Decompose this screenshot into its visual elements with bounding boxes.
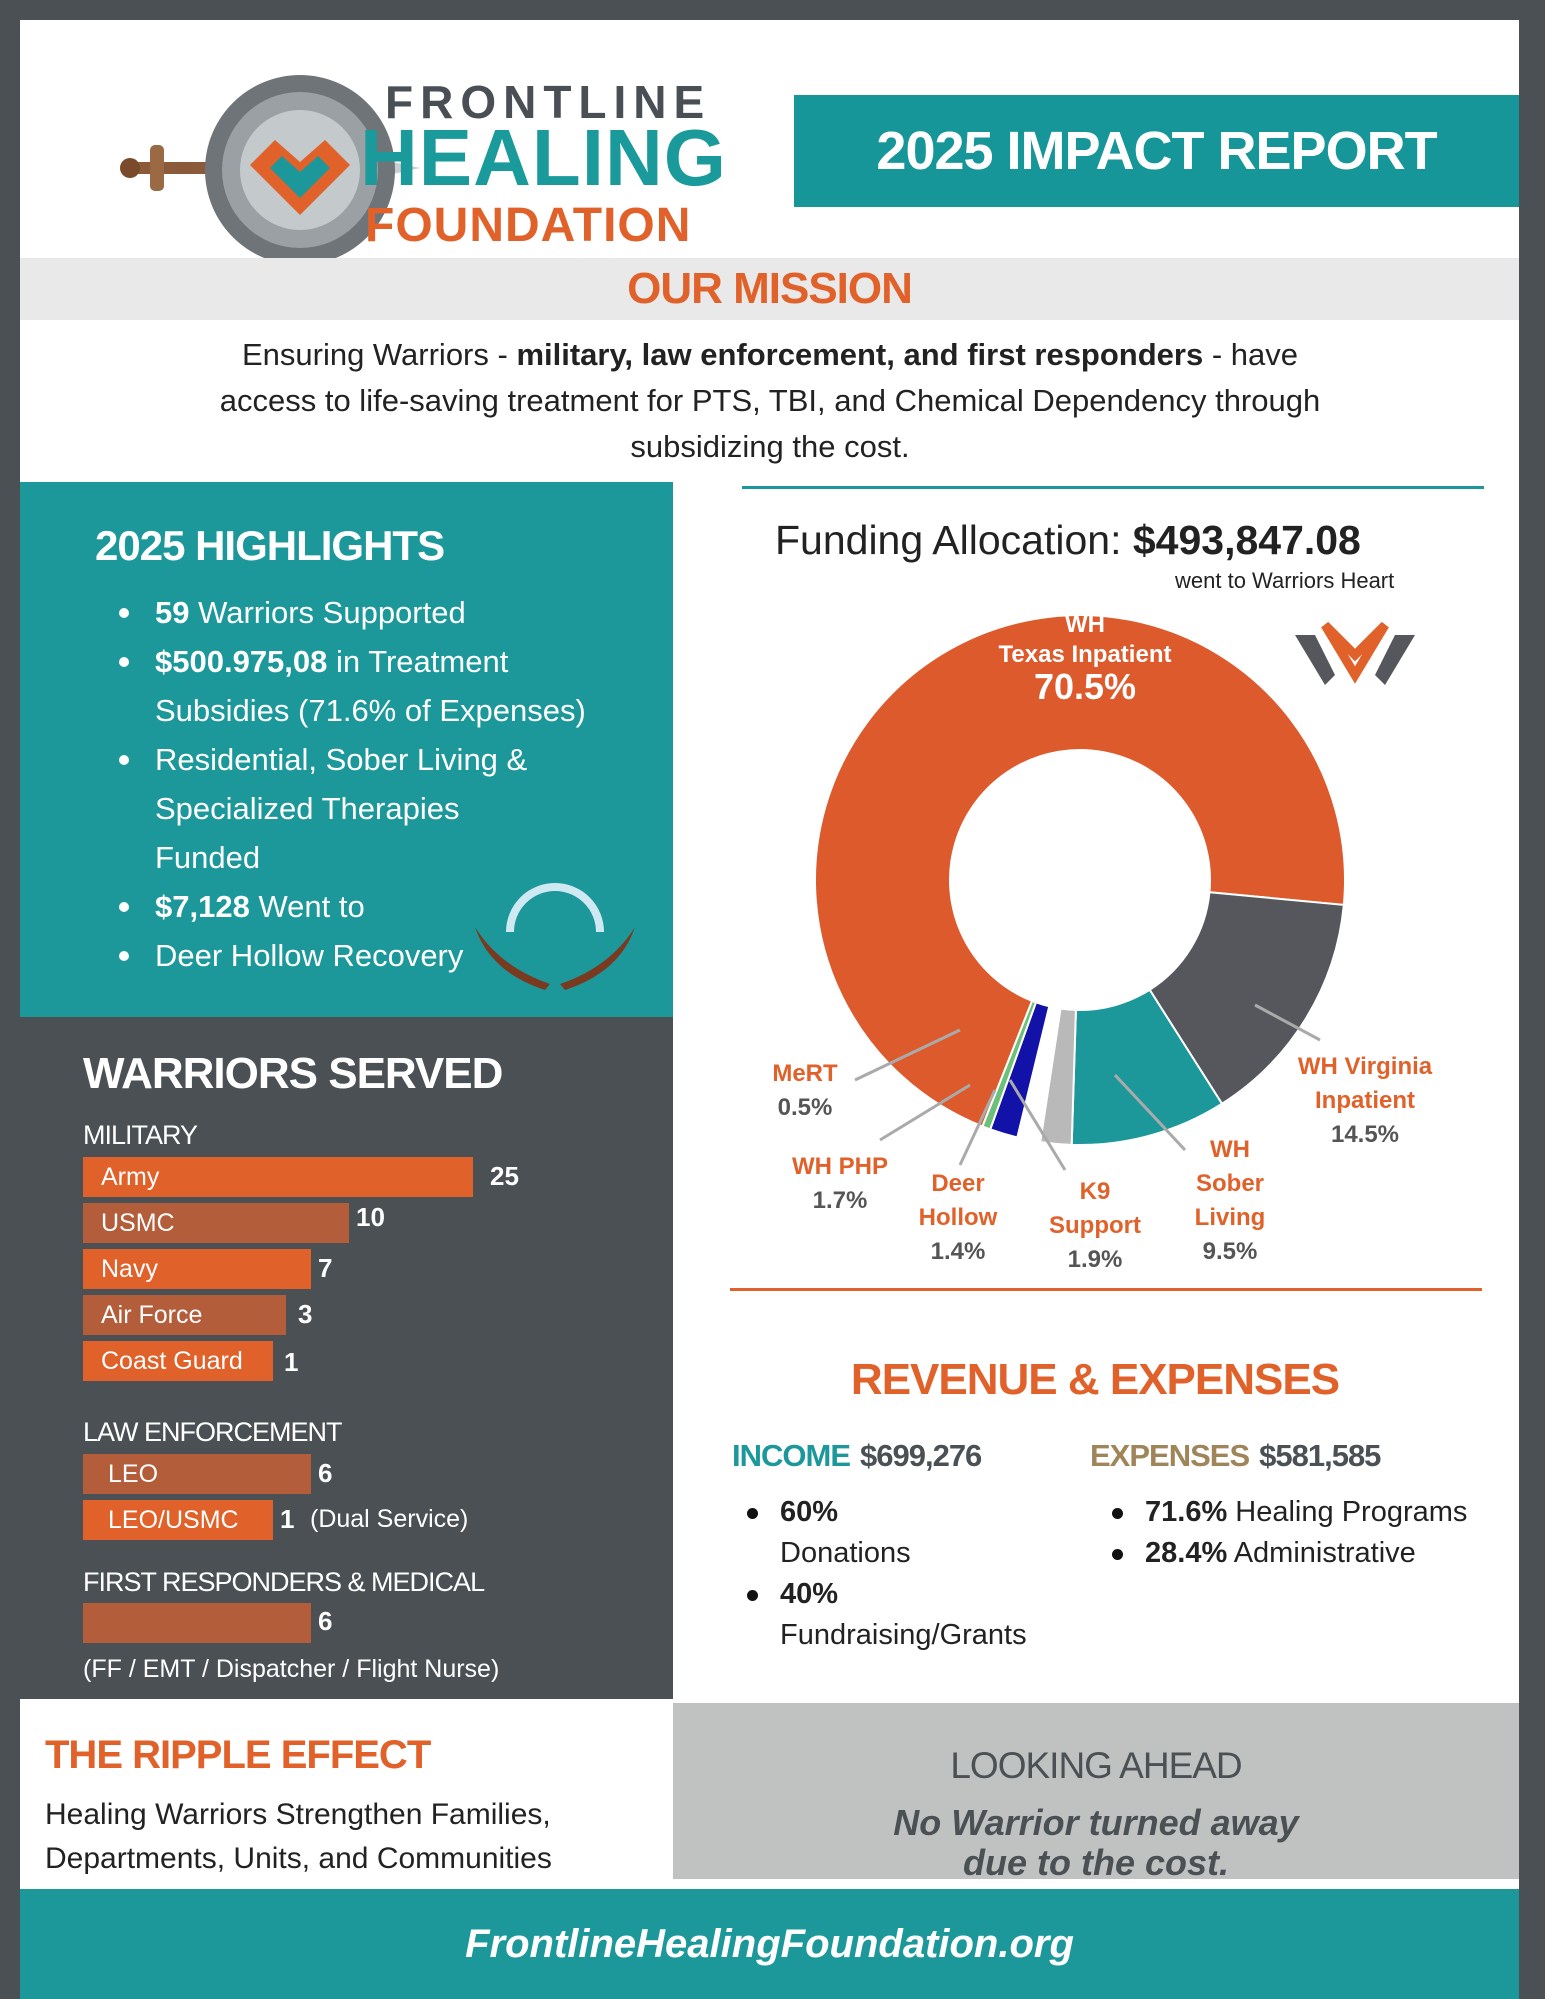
- ripple-text: Healing Warriors Strengthen Families, Dep…: [45, 1798, 552, 1875]
- label-deer-hollow: Deer Hollow 1.4%: [918, 1170, 998, 1265]
- label-wh-php: WH PHP 1.7%: [792, 1153, 888, 1214]
- bar-leo-usmc: LEO/USMC: [83, 1500, 273, 1540]
- bar-value: 6: [318, 1458, 333, 1488]
- list-item: $500.975,08 in Treatment: [115, 637, 635, 686]
- bar-navy: Navy: [83, 1249, 311, 1289]
- list-item: 59 Warriors Supported: [115, 588, 635, 637]
- foundation-logo: [120, 75, 420, 265]
- bar-coast-guard: Coast Guard: [83, 1341, 273, 1381]
- income-list: 60% Donations 40% Fundraising/Grants: [745, 1492, 1085, 1656]
- mission-heading: OUR MISSION: [20, 258, 1519, 320]
- revenue-heading: REVENUE & EXPENSES: [850, 1355, 1340, 1404]
- funding-subtitle: went to Warriors Heart: [1175, 568, 1395, 593]
- label-virginia: WH Virginia Inpatient 14.5%: [1297, 1053, 1433, 1148]
- brand-line-2: HEALING: [360, 113, 727, 202]
- warriors-heart-logo: [1295, 621, 1415, 685]
- warriors-heading: WARRIORS SERVED: [83, 1049, 503, 1098]
- looking-ahead-text: No Warrior turned away due to the cost.: [893, 1802, 1299, 1883]
- bar-first-responders: [83, 1603, 311, 1643]
- bar-value: 25: [490, 1161, 519, 1191]
- bar-value: 7: [318, 1253, 333, 1283]
- bar-value: 3: [298, 1299, 313, 1329]
- slice-wh-texas-inpatient: [814, 614, 1346, 1128]
- bar-value: 10: [356, 1202, 385, 1232]
- heart-icon: [250, 140, 350, 215]
- bar-value: 1: [284, 1347, 299, 1377]
- highlights-list: 59 Warriors Supported $500.975,08 in Tre…: [115, 588, 635, 980]
- divider: [742, 486, 1484, 489]
- funding-title: Funding Allocation: $493,847.08: [775, 517, 1361, 563]
- divider: [730, 1288, 1482, 1291]
- dual-service-note: (Dual Service): [310, 1505, 469, 1533]
- list-item: Donations: [780, 1537, 911, 1569]
- list-item: Specialized Therapies: [155, 791, 460, 826]
- list-item: Deer Hollow Recovery: [115, 931, 635, 980]
- bar-value: 1: [280, 1504, 295, 1534]
- brand-line-3: FOUNDATION: [365, 199, 692, 252]
- brand-line-1: FRONTLINE: [385, 76, 712, 128]
- list-item: Subsidies (71.6% of Expenses): [155, 693, 586, 728]
- looking-ahead-heading: LOOKING AHEAD: [950, 1745, 1242, 1786]
- highlights-panel: 2025 HIGHLIGHTS 59 Warriors Supported $5…: [20, 482, 673, 1017]
- list-item: 71.6% Healing Programs: [1110, 1492, 1510, 1533]
- footer-website-link[interactable]: FrontlineHealingFoundation.org: [20, 1889, 1519, 1999]
- hands-icon: [475, 883, 635, 990]
- list-item: Residential, Sober Living &: [115, 735, 635, 784]
- bar-army: Army: [83, 1157, 473, 1197]
- expense-list: 71.6% Healing Programs 28.4% Administrat…: [1110, 1492, 1510, 1574]
- slice-wh-virginia-inpatient: [1148, 891, 1345, 1106]
- military-label: MILITARY: [83, 1120, 198, 1150]
- first-responders-note: (FF / EMT / Dispatcher / Flight Nurse): [83, 1655, 500, 1683]
- report-title: 2025 IMPACT REPORT: [794, 95, 1519, 207]
- warriors-served-panel: WARRIORS SERVED MILITARY Army 25 USMC 10…: [20, 1017, 673, 1699]
- bar-usmc: USMC: [83, 1203, 349, 1243]
- bar-air-force: Air Force: [83, 1295, 286, 1335]
- ripple-heading: THE RIPPLE EFFECT: [45, 1733, 431, 1777]
- label-mert: MeRT 0.5%: [772, 1060, 838, 1121]
- law-enforcement-label: LAW ENFORCEMENT: [83, 1417, 343, 1447]
- highlights-heading: 2025 HIGHLIGHTS: [95, 522, 445, 569]
- label-k9: K9 Support 1.9%: [1049, 1178, 1141, 1273]
- list-item: Fundraising/Grants: [780, 1619, 1027, 1651]
- list-item: Funded: [155, 840, 261, 875]
- income-header: INCOME $699,276: [732, 1438, 982, 1473]
- ripple-effect-panel: THE RIPPLE EFFECT Healing Warriors Stren…: [20, 1703, 673, 1879]
- impact-report-page: FRONTLINE HEALING FOUNDATION 2025 IMPACT…: [20, 20, 1519, 1999]
- bar-leo: LEO: [83, 1454, 311, 1494]
- mission-text: Ensuring Warriors - military, law enforc…: [219, 337, 1321, 464]
- looking-ahead-panel: LOOKING AHEAD No Warrior turned away due …: [673, 1703, 1519, 1883]
- label-sober: WH Sober Living 9.5%: [1194, 1136, 1266, 1265]
- first-responders-label: FIRST RESPONDERS & MEDICAL: [83, 1567, 485, 1597]
- list-item: 40%: [745, 1574, 1085, 1615]
- list-item: 60%: [745, 1492, 1085, 1533]
- list-item: 28.4% Administrative: [1110, 1533, 1510, 1574]
- label-texas: WH Texas Inpatient 70.5%: [998, 611, 1172, 707]
- expenses-header: EXPENSES $581,585: [1090, 1438, 1381, 1473]
- bar-value: 6: [318, 1606, 333, 1636]
- list-item: $7,128 Went to: [115, 882, 635, 931]
